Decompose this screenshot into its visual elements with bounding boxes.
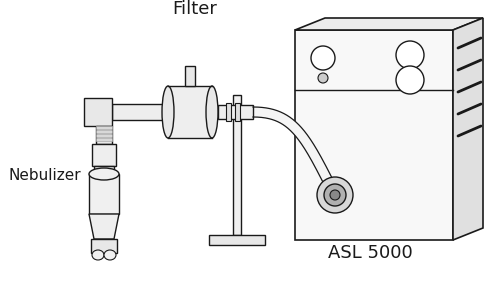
Bar [226,103,231,121]
Polygon shape [253,107,340,197]
Bar [96,134,112,137]
Bar [295,30,453,240]
Bar [233,108,241,235]
Ellipse shape [318,73,328,83]
Bar [209,235,265,245]
Ellipse shape [311,46,335,70]
Bar [94,166,114,174]
Text: ASL 5000: ASL 5000 [328,244,412,262]
Bar [92,144,116,166]
Polygon shape [89,214,119,239]
Ellipse shape [162,86,174,138]
Bar [235,103,240,121]
Ellipse shape [330,190,340,200]
Ellipse shape [89,168,119,180]
Ellipse shape [396,41,424,69]
Ellipse shape [396,66,424,94]
Ellipse shape [104,250,116,260]
Ellipse shape [324,184,346,206]
Bar [89,174,119,214]
Bar [231,107,243,117]
Text: Filter: Filter [172,0,218,18]
Ellipse shape [206,86,218,138]
Bar [96,126,112,144]
Bar [96,130,112,133]
Bar [96,126,112,129]
Polygon shape [453,18,483,240]
Ellipse shape [92,250,104,260]
Polygon shape [295,18,483,30]
Ellipse shape [317,177,353,213]
Bar [185,66,195,86]
Bar [233,95,241,115]
Bar [84,98,112,126]
Text: Nebulizer: Nebulizer [8,168,81,182]
Bar [218,105,253,119]
Bar [112,104,168,120]
Bar [96,138,112,141]
Bar [91,239,117,253]
Bar [168,86,212,138]
